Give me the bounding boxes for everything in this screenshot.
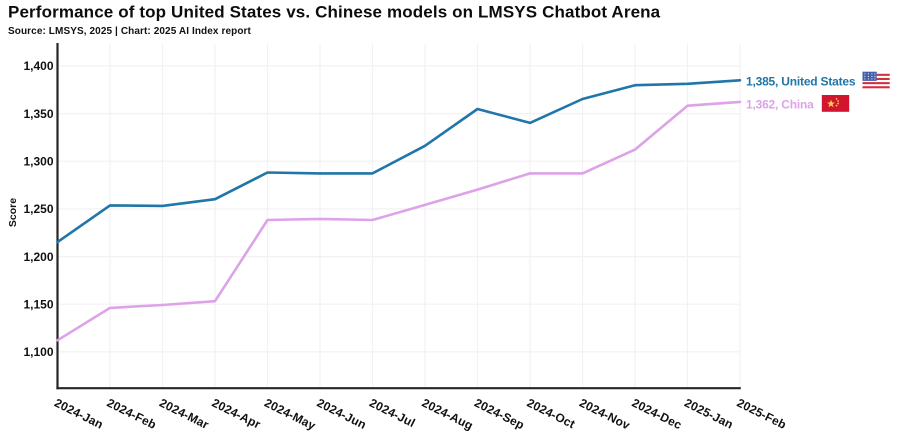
svg-text:Source: LMSYS, 2025 | Chart: 2: Source: LMSYS, 2025 | Chart: 2025 AI Ind… <box>8 26 252 37</box>
svg-text:1,150: 1,150 <box>23 298 53 312</box>
svg-text:1,300: 1,300 <box>23 155 53 169</box>
svg-text:1,250: 1,250 <box>23 202 53 216</box>
svg-text:1,385, United States: 1,385, United States <box>746 75 856 89</box>
svg-text:Performance of top United Stat: Performance of top United States vs. Chi… <box>8 3 661 22</box>
svg-text:1,350: 1,350 <box>23 107 53 121</box>
svg-text:1,200: 1,200 <box>23 250 53 264</box>
svg-text:Score: Score <box>7 198 19 227</box>
svg-text:1,100: 1,100 <box>23 345 53 359</box>
svg-text:1,362, China: 1,362, China <box>746 98 814 112</box>
svg-text:1,400: 1,400 <box>23 59 53 73</box>
